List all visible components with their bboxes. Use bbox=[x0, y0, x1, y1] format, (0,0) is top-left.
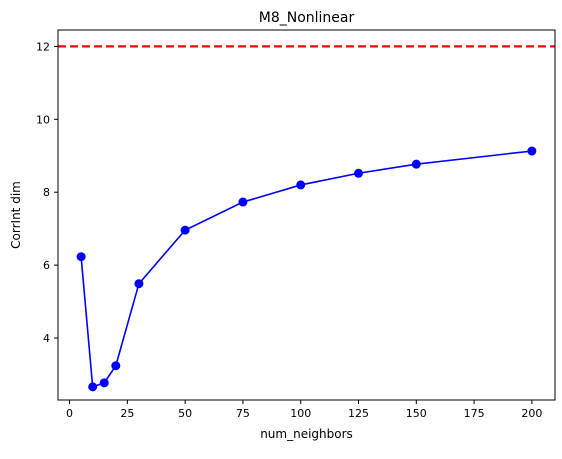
data-point bbox=[527, 146, 537, 156]
x-tick-label: 100 bbox=[290, 407, 311, 420]
y-tick-label: 12 bbox=[36, 40, 50, 53]
x-tick-label: 0 bbox=[66, 407, 73, 420]
data-point bbox=[354, 168, 364, 178]
data-point bbox=[99, 378, 109, 388]
plot-frame bbox=[57, 29, 556, 401]
x-tick-label: 50 bbox=[178, 407, 192, 420]
data-point bbox=[296, 180, 306, 190]
axis-ticks: 0 25 50 75 100 125 150 175 200 4 6 8 10 12 bbox=[36, 40, 542, 420]
x-tick-label: 75 bbox=[236, 407, 250, 420]
data-point bbox=[88, 382, 98, 392]
y-tick-label: 10 bbox=[36, 113, 50, 126]
y-axis-label: CorrInt dim bbox=[9, 181, 23, 249]
data-point bbox=[134, 279, 144, 289]
x-tick-label: 175 bbox=[464, 407, 485, 420]
data-point bbox=[238, 197, 248, 207]
y-tick-label: 8 bbox=[43, 186, 50, 199]
x-tick-label: 200 bbox=[521, 407, 542, 420]
data-point bbox=[411, 159, 421, 169]
series-line bbox=[80, 150, 532, 388]
y-tick-label: 4 bbox=[43, 332, 50, 345]
data-point bbox=[111, 361, 121, 371]
chart-title: M8_Nonlinear bbox=[259, 10, 355, 26]
data-point bbox=[180, 225, 190, 235]
plot-area bbox=[58, 45, 555, 392]
x-tick-label: 150 bbox=[406, 407, 427, 420]
x-tick-label: 125 bbox=[348, 407, 369, 420]
y-tick-label: 6 bbox=[43, 259, 50, 272]
x-axis-label: num_neighbors bbox=[260, 427, 353, 441]
x-tick-label: 25 bbox=[120, 407, 134, 420]
data-point bbox=[76, 252, 86, 262]
